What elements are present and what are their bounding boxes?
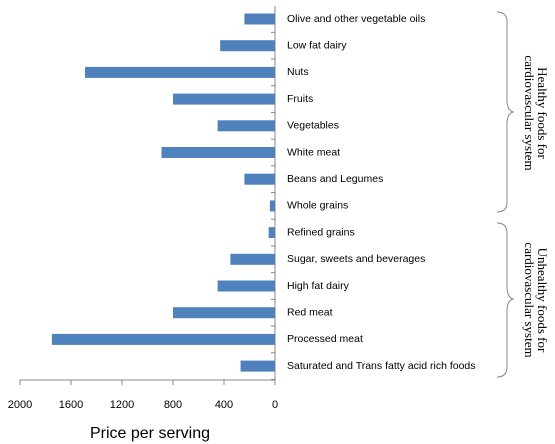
category-label: Fruits bbox=[287, 93, 313, 105]
bar bbox=[217, 120, 275, 132]
bar bbox=[173, 93, 275, 105]
bar bbox=[244, 13, 275, 25]
category-label: Vegetables bbox=[287, 120, 339, 132]
bar bbox=[230, 253, 275, 265]
brace bbox=[496, 11, 515, 213]
category-label: High fat dairy bbox=[287, 280, 350, 292]
group-label: Healthy foods for bbox=[535, 67, 550, 159]
category-label: Processed meat bbox=[287, 333, 363, 345]
group-label: cardiovascular system bbox=[522, 55, 537, 170]
bar bbox=[268, 227, 275, 239]
group-label: cardiovascular system bbox=[522, 242, 537, 357]
brace bbox=[496, 222, 515, 378]
x-tick-label: 2000 bbox=[8, 399, 32, 411]
category-label: Red meat bbox=[287, 306, 333, 318]
category-label: Whole grains bbox=[287, 200, 348, 212]
category-label: White meat bbox=[287, 146, 340, 158]
category-label: Refined grains bbox=[287, 226, 355, 238]
category-label: Saturated and Trans fatty acid rich food… bbox=[287, 360, 476, 372]
category-label: Sugar, sweets and beverages bbox=[287, 253, 425, 265]
bar bbox=[244, 173, 275, 185]
x-tick-label: 800 bbox=[164, 399, 182, 411]
x-tick-label: 1600 bbox=[59, 399, 83, 411]
bar bbox=[220, 40, 275, 52]
category-label: Olive and other vegetable oils bbox=[287, 13, 425, 25]
bar bbox=[269, 200, 275, 212]
bar bbox=[161, 147, 275, 158]
bar bbox=[85, 66, 276, 78]
category-label: Low fat dairy bbox=[287, 39, 347, 51]
x-tick-label: 0 bbox=[272, 399, 278, 411]
bar bbox=[240, 360, 275, 372]
x-axis-label: Price per serving bbox=[90, 425, 210, 442]
x-tick-label: 400 bbox=[215, 399, 233, 411]
category-label: Beans and Legumes bbox=[287, 173, 383, 185]
bar bbox=[217, 280, 275, 292]
bar bbox=[51, 333, 275, 345]
category-label: Nuts bbox=[287, 66, 309, 78]
x-tick-label: 1200 bbox=[110, 399, 134, 411]
bar bbox=[173, 307, 275, 319]
group-label: Unhealthy foods for bbox=[535, 248, 550, 353]
